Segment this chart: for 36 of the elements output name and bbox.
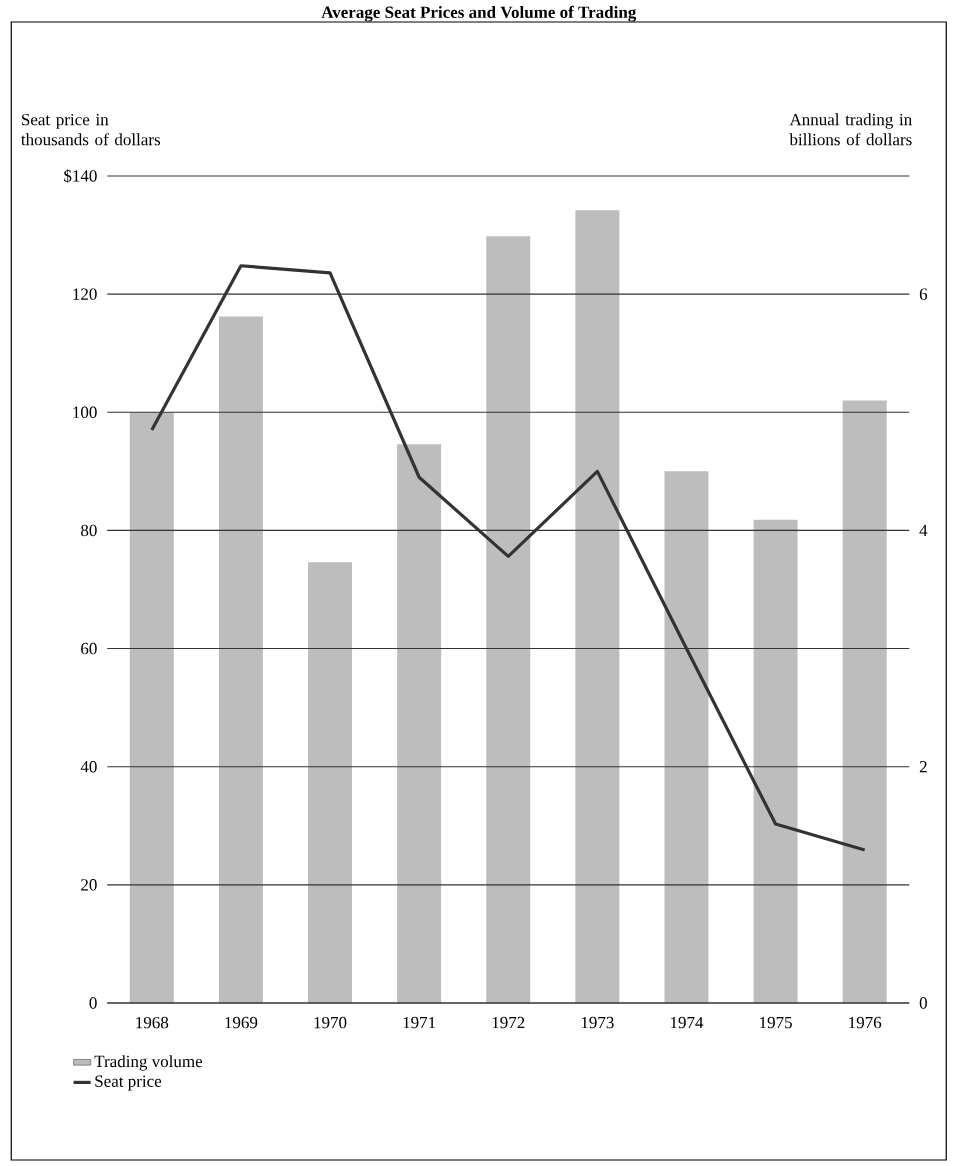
line-series — [150, 264, 867, 852]
bar — [664, 471, 709, 1003]
y2-axis-title: Annual trading in billions of dollars — [789, 113, 912, 146]
x-tick-label: 1973 — [581, 1016, 614, 1029]
legend-label: Seat price — [95, 1075, 162, 1091]
x-tick-label: 1976 — [849, 1016, 882, 1029]
bar — [753, 519, 798, 1003]
y-tick-label: $140 — [63, 169, 97, 183]
bar — [575, 210, 620, 1003]
bar — [486, 236, 531, 1003]
y-tick-label: 20 — [81, 879, 97, 891]
x-tick-label: 1971 — [403, 1016, 435, 1029]
y-tick-label: 100 — [73, 406, 97, 419]
y-tick-label: 80 — [80, 524, 97, 537]
chart-title: Average Seat Prices and Volume of Trading — [321, 5, 637, 22]
y2-tick-label: 6 — [919, 288, 927, 300]
y2-tick-label: 2 — [919, 761, 927, 773]
y-tick-label: 40 — [80, 760, 97, 773]
x-tick-label: 1969 — [225, 1016, 258, 1029]
bar — [218, 316, 263, 1003]
y-tick-label: 0 — [89, 997, 97, 1009]
bar — [842, 400, 887, 1003]
x-tick-label: 1972 — [492, 1016, 525, 1029]
y2-tick-label: 4 — [919, 524, 928, 537]
bar — [129, 412, 174, 1003]
bar — [307, 562, 352, 1003]
legend-label: Trading volume — [94, 1055, 202, 1071]
y2-tick-label: 0 — [919, 997, 927, 1009]
bar — [397, 444, 442, 1003]
y-tick-label: 120 — [73, 288, 97, 300]
x-tick-label: 1970 — [314, 1016, 347, 1029]
y-tick-label: 60 — [81, 642, 97, 655]
x-tick-label: 1968 — [136, 1016, 169, 1029]
x-tick-label: 1974 — [670, 1016, 704, 1029]
y-axis-title: Seat price in thousands of dollars — [20, 113, 160, 146]
x-tick-label: 1975 — [759, 1016, 792, 1029]
